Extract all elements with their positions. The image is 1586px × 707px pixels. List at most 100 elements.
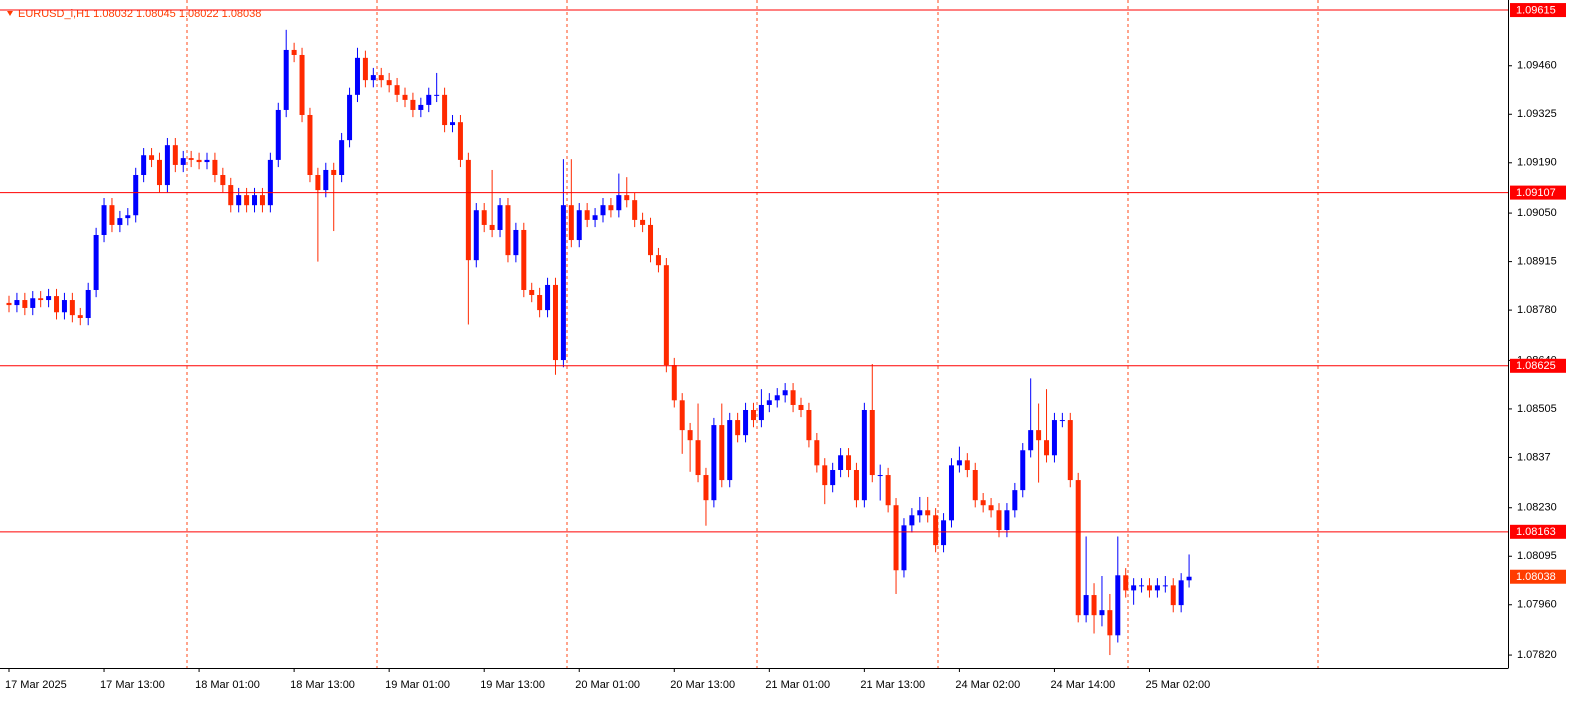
candle-body [560,205,566,361]
candle-body [1115,575,1121,636]
candle-body [362,57,368,81]
candle-body [14,300,20,306]
candle-body [133,174,139,216]
candle-body [212,159,218,175]
level-label: 1.08625 [1516,360,1556,372]
candle-body [964,460,970,471]
x-tick-label: 24 Mar 02:00 [955,679,1020,691]
candle-body [719,425,725,481]
candle-body [236,195,242,206]
candle-body [838,455,844,471]
candle-body [410,99,416,110]
candle-body [1012,490,1018,511]
candle-body [1028,430,1034,451]
candle-body [830,470,836,486]
candle-body [46,296,52,301]
candle-body [1099,610,1105,616]
candle-body [695,440,701,476]
level-label-box [1510,524,1566,539]
candle-body [743,409,749,436]
candle-body [125,215,131,219]
candle-body [196,159,202,163]
candle-body [648,224,654,256]
candle-body [220,174,226,186]
candle-body [465,159,471,261]
candle-body [394,85,400,95]
candle-body [600,205,606,216]
candle-body [386,80,392,86]
candle-body [38,298,44,301]
candle-body [766,400,772,405]
candle-body [244,195,250,206]
candle-body [442,94,448,126]
candle-body [901,525,907,571]
y-tick-label: 1.08505 [1517,403,1557,415]
candle-body [283,49,289,110]
candle-body [450,122,456,126]
candle-body [1154,585,1160,591]
candle-body [822,465,828,486]
candle-body [228,185,234,206]
candle-body [552,284,558,361]
candle-body [980,500,986,506]
candle-body [798,404,804,410]
candle-body [608,205,614,211]
x-tick-label: 19 Mar 13:00 [480,679,545,691]
candle-body [315,174,321,191]
level-label-box [1510,358,1566,373]
last-price-box [1510,569,1566,584]
candle-body [378,75,384,81]
candle-body [1059,420,1065,422]
y-tick-label: 1.07820 [1517,649,1557,661]
candle-body [30,298,36,308]
candle-body [941,520,947,546]
candle-body [402,94,408,100]
candle-body [434,94,440,96]
candle-body [85,289,91,319]
candle-body [267,159,273,206]
candle-body [1139,585,1145,587]
candle-body [497,205,503,230]
candle-body [814,440,820,466]
y-tick-label: 1.09050 [1517,207,1557,219]
candle-body [727,420,733,481]
y-tick-label: 1.08780 [1517,304,1557,316]
y-tick-label: 1.08915 [1517,256,1557,268]
candle-body [632,200,638,220]
candle-body [299,54,305,115]
chart-title: EURUSD_i,H1 1.08032 1.08045 1.08022 1.08… [18,8,261,20]
candle-body [291,49,297,55]
candle-body [149,155,155,160]
candle-body [948,465,954,521]
candle-body [853,470,859,501]
x-tick-label: 20 Mar 13:00 [670,679,735,691]
menu-triangle[interactable] [7,11,13,16]
candle-body [77,315,83,319]
candle-body [188,158,194,160]
candle-body [505,205,511,256]
y-tick-label: 1.08095 [1517,550,1557,562]
candle-body [861,409,867,501]
candle-body [790,390,796,405]
candle-body [1083,595,1089,616]
candle-body [537,295,543,311]
candle-body [774,395,780,401]
candle-body [925,510,931,516]
candle-body [1107,610,1113,636]
candle-body [473,210,479,261]
candle-body [164,145,170,186]
level-label-box [1510,185,1566,200]
candle-body [101,205,107,236]
candle-body [545,284,551,311]
candle-body [22,300,28,308]
candle-body [109,205,115,225]
candle-body [156,159,162,186]
candle-body [1186,576,1192,581]
y-tick-label: 1.08230 [1517,502,1557,514]
y-tick-label: 1.0837 [1517,451,1551,463]
candle-body [616,195,622,211]
candle-body [347,94,353,141]
candle-body [576,210,582,241]
